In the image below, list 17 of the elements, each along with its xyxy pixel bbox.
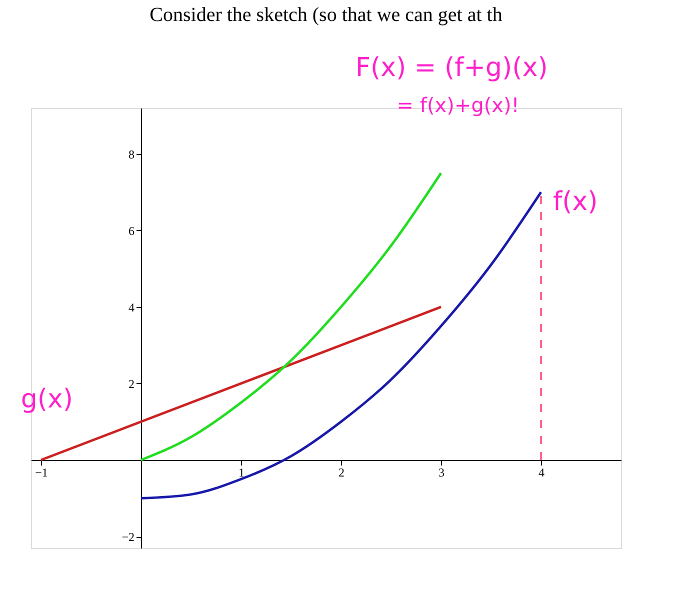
x-tick-label: 1 <box>238 466 244 480</box>
y-tick-label: 6 <box>128 224 134 238</box>
x-tick-label: −1 <box>35 466 48 480</box>
line-series <box>140 172 442 462</box>
annotation: f(x) <box>553 187 598 218</box>
y-tick-label: 8 <box>128 147 134 162</box>
x-tick-label: 2 <box>338 466 344 480</box>
x-tick-label: 3 <box>438 466 444 480</box>
y-tick-label: 4 <box>128 300 134 314</box>
line-series <box>140 190 542 500</box>
annotation: g(x) <box>20 384 73 415</box>
y-tick-label: 2 <box>128 376 134 391</box>
chart-title: Consider the sketch (so that we can get at th <box>150 4 502 26</box>
annotation: = f(x)+g(x)! <box>396 93 520 117</box>
text: F(x) = (f+g)(x) <box>356 53 548 83</box>
x-tick-label: 4 <box>538 466 544 480</box>
y-tick-label: −2 <box>122 530 134 544</box>
